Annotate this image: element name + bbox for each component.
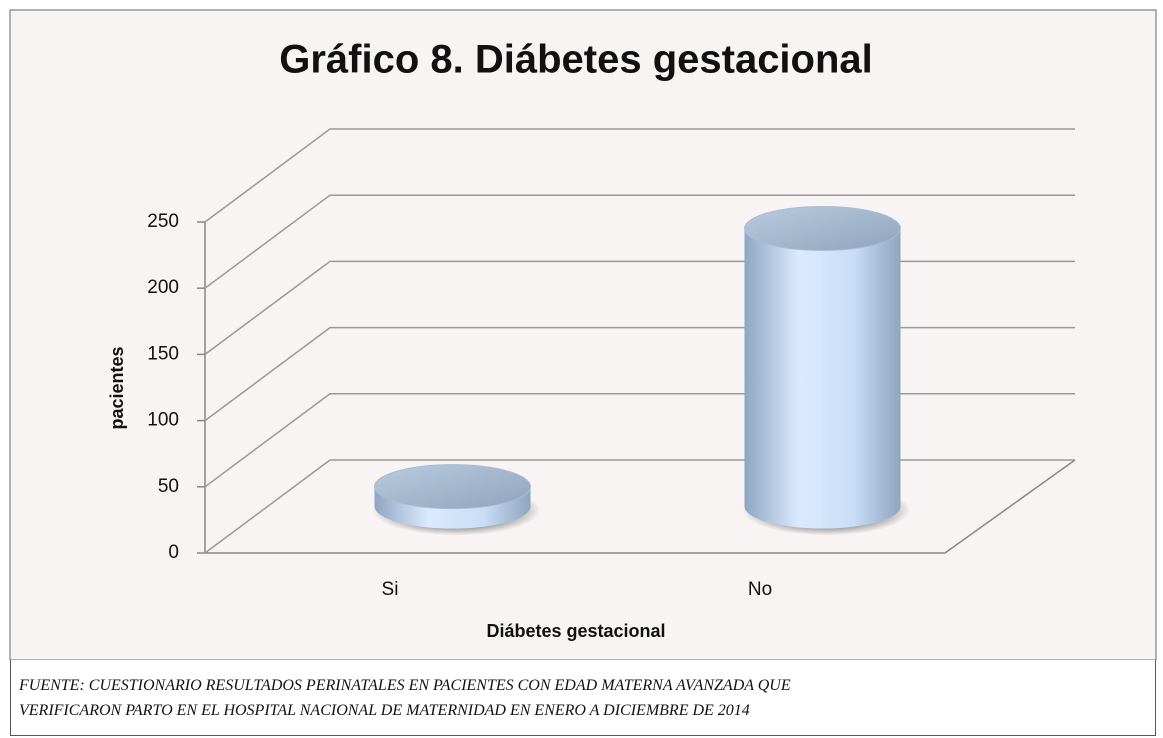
chart: Gráfico 8. Diábetes gestacional Diábetes… bbox=[9, 9, 1157, 660]
y-tick-label: 100 bbox=[147, 410, 179, 431]
y-tick-label: 0 bbox=[168, 542, 179, 563]
y-axis-label: pacientes bbox=[107, 346, 127, 429]
x-tick-label: No bbox=[748, 579, 772, 600]
bar bbox=[744, 228, 901, 529]
footer: FUENTE: CUESTIONARIO RESULTADOS PERINATA… bbox=[10, 660, 1156, 736]
y-tick-label: 250 bbox=[147, 211, 179, 232]
chart-title: Gráfico 8. Diábetes gestacional bbox=[279, 38, 873, 82]
grid-line bbox=[204, 194, 1075, 289]
floor-edge bbox=[205, 459, 1076, 554]
grid-line bbox=[204, 128, 1075, 223]
x-tick-label: Si bbox=[382, 579, 399, 600]
y-tick-label: 50 bbox=[158, 476, 179, 497]
y-tick-label: 150 bbox=[147, 343, 179, 364]
bar-top bbox=[744, 205, 901, 251]
y-tick-label: 200 bbox=[147, 277, 179, 298]
bar-top bbox=[374, 464, 531, 510]
footer-line: FUENTE: CUESTIONARIO RESULTADOS PERINATA… bbox=[19, 677, 791, 694]
x-axis-label: Diábetes gestacional bbox=[486, 621, 665, 641]
footer-line: VERIFICARON PARTO EN EL HOSPITAL NACIONA… bbox=[19, 702, 750, 719]
chart-frame bbox=[9, 9, 1157, 660]
